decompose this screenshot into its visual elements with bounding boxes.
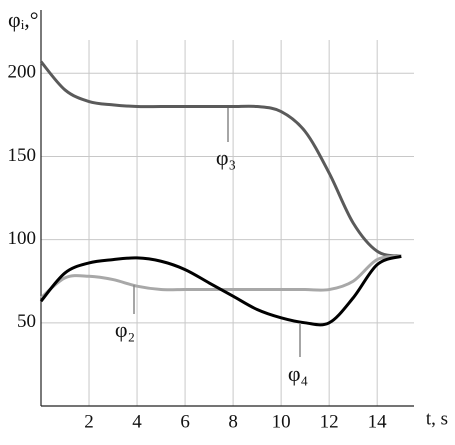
y-tick-label: 50 — [17, 311, 36, 332]
x-tick-label: 8 — [228, 411, 238, 432]
series-line — [39, 60, 402, 258]
x-tick-label: 10 — [272, 411, 291, 432]
y-tick-label: 150 — [8, 145, 37, 166]
x-tick-label: 6 — [180, 411, 190, 432]
series-line — [39, 254, 402, 327]
x-tick-label: 14 — [368, 411, 388, 432]
y-tick-label: 100 — [8, 228, 37, 249]
y-tick-label: 200 — [8, 62, 37, 83]
x-axis-label: t, s — [426, 408, 448, 429]
series-label: φ₂ — [115, 317, 135, 342]
x-tick-label: 2 — [84, 411, 94, 432]
y-axis-label: φᵢ,° — [8, 7, 39, 32]
x-tick-label: 4 — [132, 411, 142, 432]
series-label: φ₄ — [288, 361, 308, 386]
series-label: φ₃ — [216, 145, 236, 170]
x-tick-label: 12 — [320, 411, 339, 432]
